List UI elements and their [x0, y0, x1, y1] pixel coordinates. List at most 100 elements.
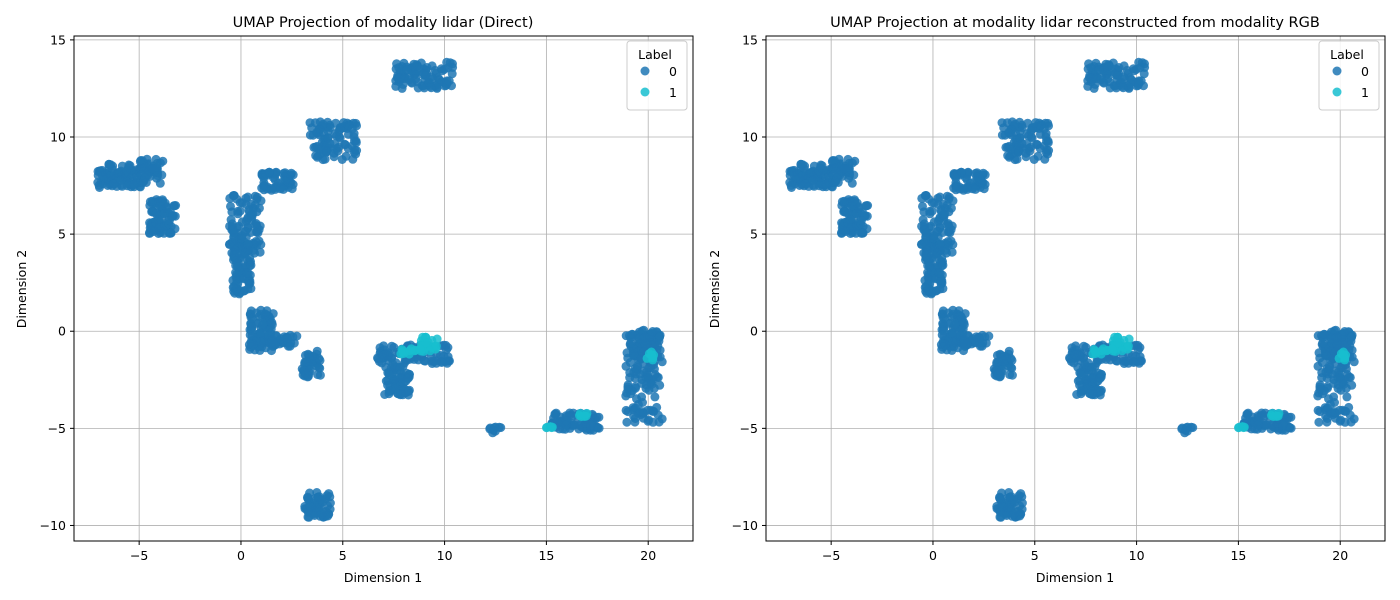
data-point: [993, 357, 1003, 367]
data-point: [629, 411, 639, 421]
data-point: [329, 148, 339, 158]
data-point: [1026, 126, 1036, 136]
data-point: [1114, 63, 1124, 72]
data-point: [169, 201, 179, 211]
data-point: [1017, 498, 1027, 508]
data-point: [1140, 62, 1150, 72]
data-point: [1177, 423, 1187, 433]
plot-frame: [73, 35, 694, 542]
data-point: [946, 203, 956, 213]
data-point: [1043, 138, 1053, 148]
y-axis-label: Dimension 2: [14, 250, 29, 328]
data-point: [317, 495, 327, 505]
legend-title: Label: [638, 47, 672, 62]
data-point: [267, 337, 276, 347]
data-point: [854, 203, 864, 213]
data-point: [643, 373, 653, 383]
data-point: [942, 220, 952, 230]
data-point: [1267, 420, 1277, 429]
data-point: [1039, 124, 1049, 134]
y-tick-label: 5: [58, 227, 66, 242]
data-point: [623, 382, 633, 392]
data-point: [322, 140, 332, 150]
data-point: [1253, 416, 1263, 426]
series-0: [785, 57, 1359, 522]
data-point: [929, 233, 938, 243]
data-point: [147, 164, 157, 174]
data-point: [1340, 355, 1350, 365]
data-point: [1321, 367, 1331, 377]
data-point: [648, 355, 658, 365]
data-point: [962, 175, 972, 185]
data-point: [1096, 75, 1106, 85]
y-axis-label: Dimension 2: [707, 250, 722, 328]
data-point: [285, 341, 295, 351]
data-point: [1313, 405, 1323, 415]
data-point: [838, 225, 848, 235]
data-point: [334, 126, 344, 136]
x-tick-label: 5: [339, 548, 347, 563]
data-point: [246, 260, 256, 270]
data-point: [1110, 332, 1120, 342]
data-point: [324, 489, 334, 499]
data-point: [1341, 364, 1351, 374]
data-point: [1107, 344, 1117, 354]
data-point: [1016, 489, 1026, 499]
data-point: [140, 173, 150, 183]
y-tick-label: −10: [40, 518, 66, 533]
data-point: [1273, 411, 1283, 421]
data-point: [147, 196, 157, 206]
data-point: [947, 247, 957, 257]
y-tick-label: 10: [50, 130, 66, 145]
data-point: [786, 180, 796, 190]
data-point: [1003, 151, 1013, 161]
data-point: [627, 329, 637, 339]
data-point: [856, 216, 866, 226]
data-point: [1123, 341, 1133, 351]
data-point: [351, 138, 361, 148]
data-point: [968, 334, 978, 344]
data-point: [795, 181, 805, 190]
data-point: [621, 405, 631, 415]
data-point: [1342, 392, 1352, 402]
data-point: [389, 342, 399, 352]
data-point: [1344, 372, 1354, 382]
data-point: [128, 180, 138, 190]
data-point: [652, 402, 662, 412]
data-point: [847, 158, 857, 168]
data-point: [622, 417, 632, 427]
data-point: [255, 247, 265, 257]
data-point: [247, 210, 256, 220]
data-point: [1335, 405, 1345, 415]
data-point: [1242, 409, 1252, 419]
data-point: [403, 373, 413, 383]
data-point: [151, 218, 161, 228]
data-point: [1320, 403, 1330, 413]
data-point: [391, 64, 401, 74]
data-point: [1081, 342, 1091, 352]
data-point: [245, 270, 255, 280]
data-point: [418, 332, 428, 342]
data-point: [839, 164, 849, 174]
data-point: [1087, 362, 1097, 372]
data-point: [1094, 65, 1104, 75]
data-point: [114, 168, 123, 178]
data-point: [1123, 358, 1133, 368]
data-point: [1336, 415, 1346, 425]
data-point: [243, 239, 253, 249]
data-point: [959, 337, 968, 347]
data-point: [276, 334, 286, 344]
data-point: [243, 284, 253, 294]
data-point: [937, 330, 947, 340]
data-point: [948, 196, 958, 206]
legend-label: 1: [669, 85, 677, 100]
data-point: [640, 339, 650, 349]
data-point: [920, 191, 930, 201]
data-point: [278, 184, 288, 194]
data-point: [347, 124, 357, 134]
data-point: [1125, 73, 1135, 83]
data-point: [1331, 366, 1340, 376]
data-point: [442, 57, 452, 67]
data-point: [1097, 346, 1107, 356]
data-point: [444, 76, 454, 86]
